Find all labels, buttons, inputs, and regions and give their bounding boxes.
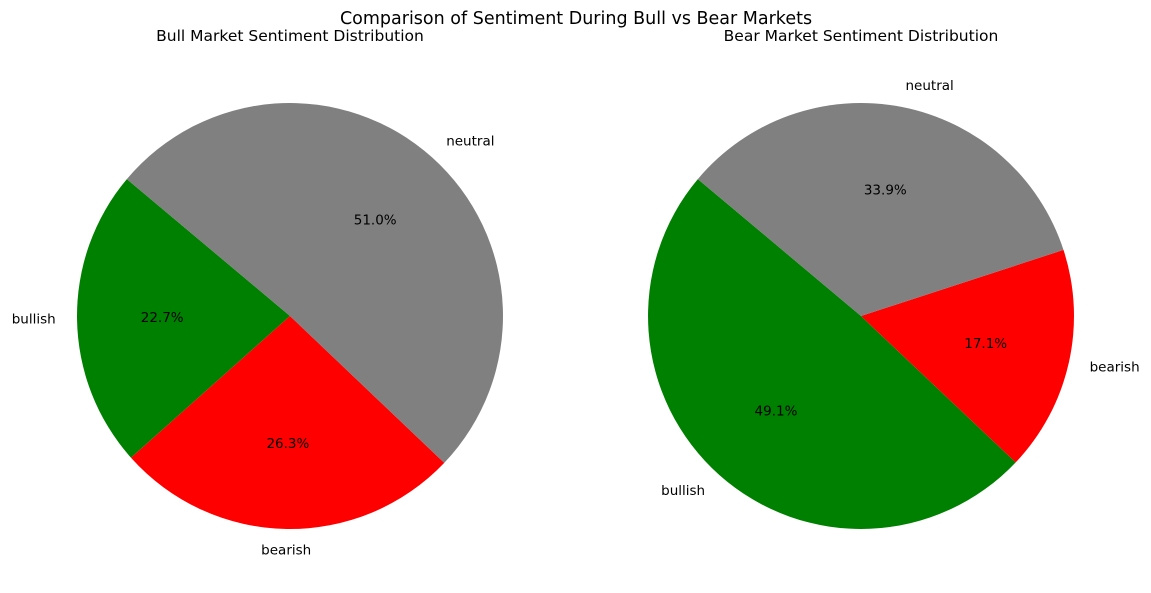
bear-slice-bearish [861,249,1074,463]
bear-label-bullish: bullish [661,483,705,499]
bull-pie-slices [77,103,503,529]
bull-pie-labels: bullish 22.7% bearish 26.3% neutral 51.0% [12,133,495,558]
bull-label-bullish: bullish [12,312,56,328]
bull-market-pie: Bull Market Sentiment Distribution bulli… [12,27,503,558]
bear-pie-slices [648,103,1074,529]
bear-pct-bearish: 17.1% [964,336,1007,352]
bear-pie-title: Bear Market Sentiment Distribution [724,27,999,45]
bear-label-bearish: bearish [1090,359,1140,375]
bull-label-bearish: bearish [261,542,311,558]
bull-slice-bearish [131,316,445,529]
bull-slice-bullish [77,179,290,458]
bear-label-neutral: neutral [906,78,954,94]
bear-pie-labels: bullish 49.1% bearish 17.1% neutral 33.9% [661,78,1140,499]
bull-pie-title: Bull Market Sentiment Distribution [156,27,424,45]
bull-pct-bullish: 22.7% [141,310,184,326]
bear-market-pie: Bear Market Sentiment Distribution bulli… [648,27,1140,529]
bull-slice-neutral [126,103,503,463]
bull-label-neutral: neutral [446,133,494,149]
bull-pct-neutral: 51.0% [354,213,397,229]
figure-suptitle: Comparison of Sentiment During Bull vs B… [340,9,812,29]
bull-pct-bearish: 26.3% [266,436,309,452]
bear-slice-neutral [697,103,1064,316]
bear-slice-bullish [648,179,1016,529]
bear-pct-neutral: 33.9% [864,183,907,199]
bear-pct-bullish: 49.1% [755,403,798,419]
